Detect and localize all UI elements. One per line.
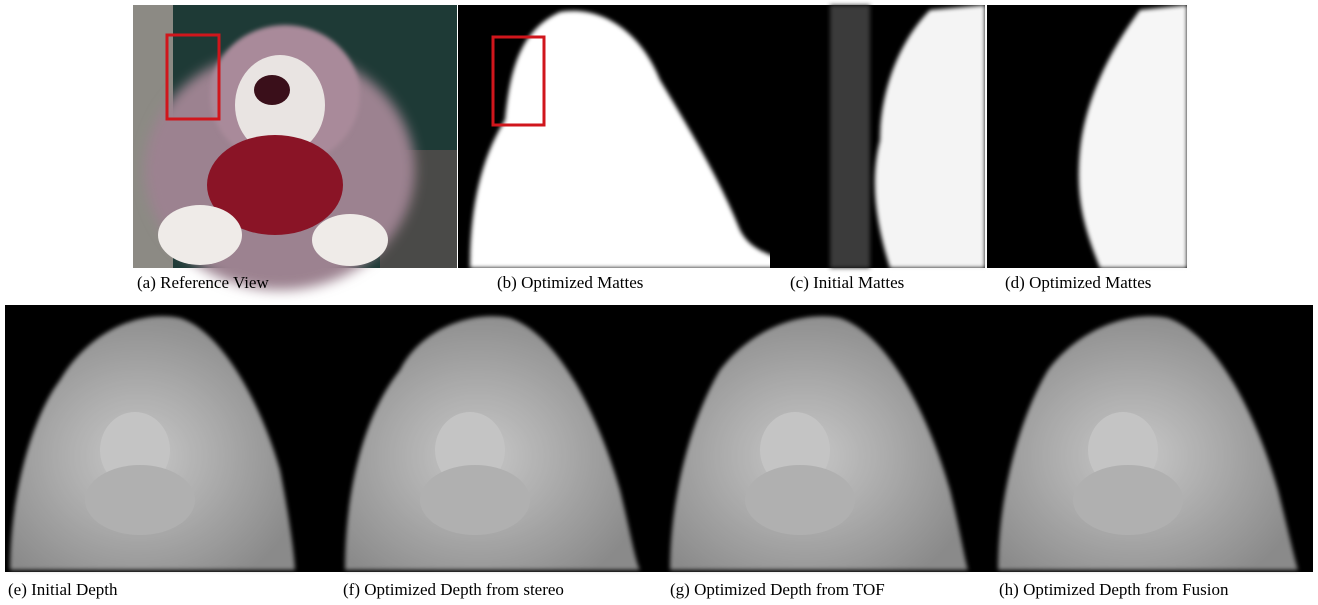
caption: (e) Initial Depth bbox=[8, 580, 118, 599]
caption: (c) Initial Mattes bbox=[790, 273, 904, 292]
matte-crop-initial bbox=[770, 5, 985, 268]
matte-crop-optimized bbox=[987, 5, 1187, 268]
caption: (d) Optimized Mattes bbox=[1005, 273, 1151, 292]
caption: (f) Optimized Depth from stereo bbox=[343, 580, 564, 599]
figure: (a) Reference View (b) Optimized Mattes … bbox=[0, 0, 1318, 605]
reference-photo bbox=[133, 5, 457, 290]
caption: (a) Reference View bbox=[137, 273, 269, 292]
caption: (b) Optimized Mattes bbox=[497, 273, 643, 292]
caption: (h) Optimized Depth from Fusion bbox=[999, 580, 1229, 599]
matte-image bbox=[458, 5, 790, 268]
caption: (g) Optimized Depth from TOF bbox=[670, 580, 885, 599]
